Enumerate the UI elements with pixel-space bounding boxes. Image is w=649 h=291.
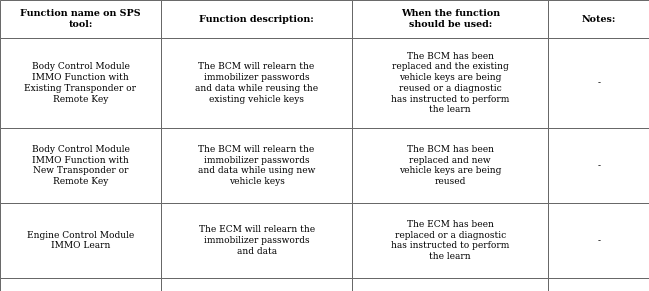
Text: The BCM will relearn the
immobilizer passwords
and data while using new
vehicle : The BCM will relearn the immobilizer pas… — [198, 145, 315, 186]
Bar — [548, 38, 649, 128]
Text: When the function
should be used:: When the function should be used: — [400, 9, 500, 29]
Text: The ECM has been
replaced or a diagnostic
has instructed to perform
the learn: The ECM has been replaced or a diagnosti… — [391, 220, 509, 261]
Text: The BCM has been
replaced and new
vehicle keys are being
reused: The BCM has been replaced and new vehicl… — [399, 145, 502, 186]
Text: Body Control Module
IMMO Function with
Existing Transponder or
Remote Key: Body Control Module IMMO Function with E… — [25, 62, 136, 104]
Bar — [161, 128, 352, 203]
Text: Engine Control Module
IMMO Learn: Engine Control Module IMMO Learn — [27, 231, 134, 250]
Bar — [0, 128, 161, 203]
Bar — [352, 203, 548, 278]
Text: The BCM will relearn the
immobilizer passwords
and data while reusing the
existi: The BCM will relearn the immobilizer pas… — [195, 62, 318, 104]
Bar — [548, 128, 649, 203]
Bar — [0, 38, 161, 128]
Bar — [161, 38, 352, 128]
Bar — [161, 0, 352, 38]
Bar — [161, 203, 352, 278]
Bar — [352, 278, 548, 291]
Bar — [0, 0, 161, 38]
Text: -: - — [597, 236, 600, 245]
Bar — [161, 278, 352, 291]
Bar — [352, 128, 548, 203]
Text: Notes:: Notes: — [582, 15, 616, 24]
Bar — [352, 0, 548, 38]
Text: Body Control Module
IMMO Function with
New Transponder or
Remote Key: Body Control Module IMMO Function with N… — [32, 145, 129, 186]
Bar — [0, 278, 161, 291]
Text: Function name on SPS
tool:: Function name on SPS tool: — [20, 9, 141, 29]
Bar — [548, 0, 649, 38]
Text: -: - — [597, 161, 600, 170]
Text: The ECM will relearn the
immobilizer passwords
and data: The ECM will relearn the immobilizer pas… — [199, 225, 315, 256]
Text: -: - — [597, 79, 600, 88]
Text: Function description:: Function description: — [199, 15, 314, 24]
Bar — [0, 203, 161, 278]
Text: The BCM has been
replaced and the existing
vehicle keys are being
reused or a di: The BCM has been replaced and the existi… — [391, 52, 509, 114]
Bar — [548, 278, 649, 291]
Bar — [352, 38, 548, 128]
Bar — [548, 203, 649, 278]
